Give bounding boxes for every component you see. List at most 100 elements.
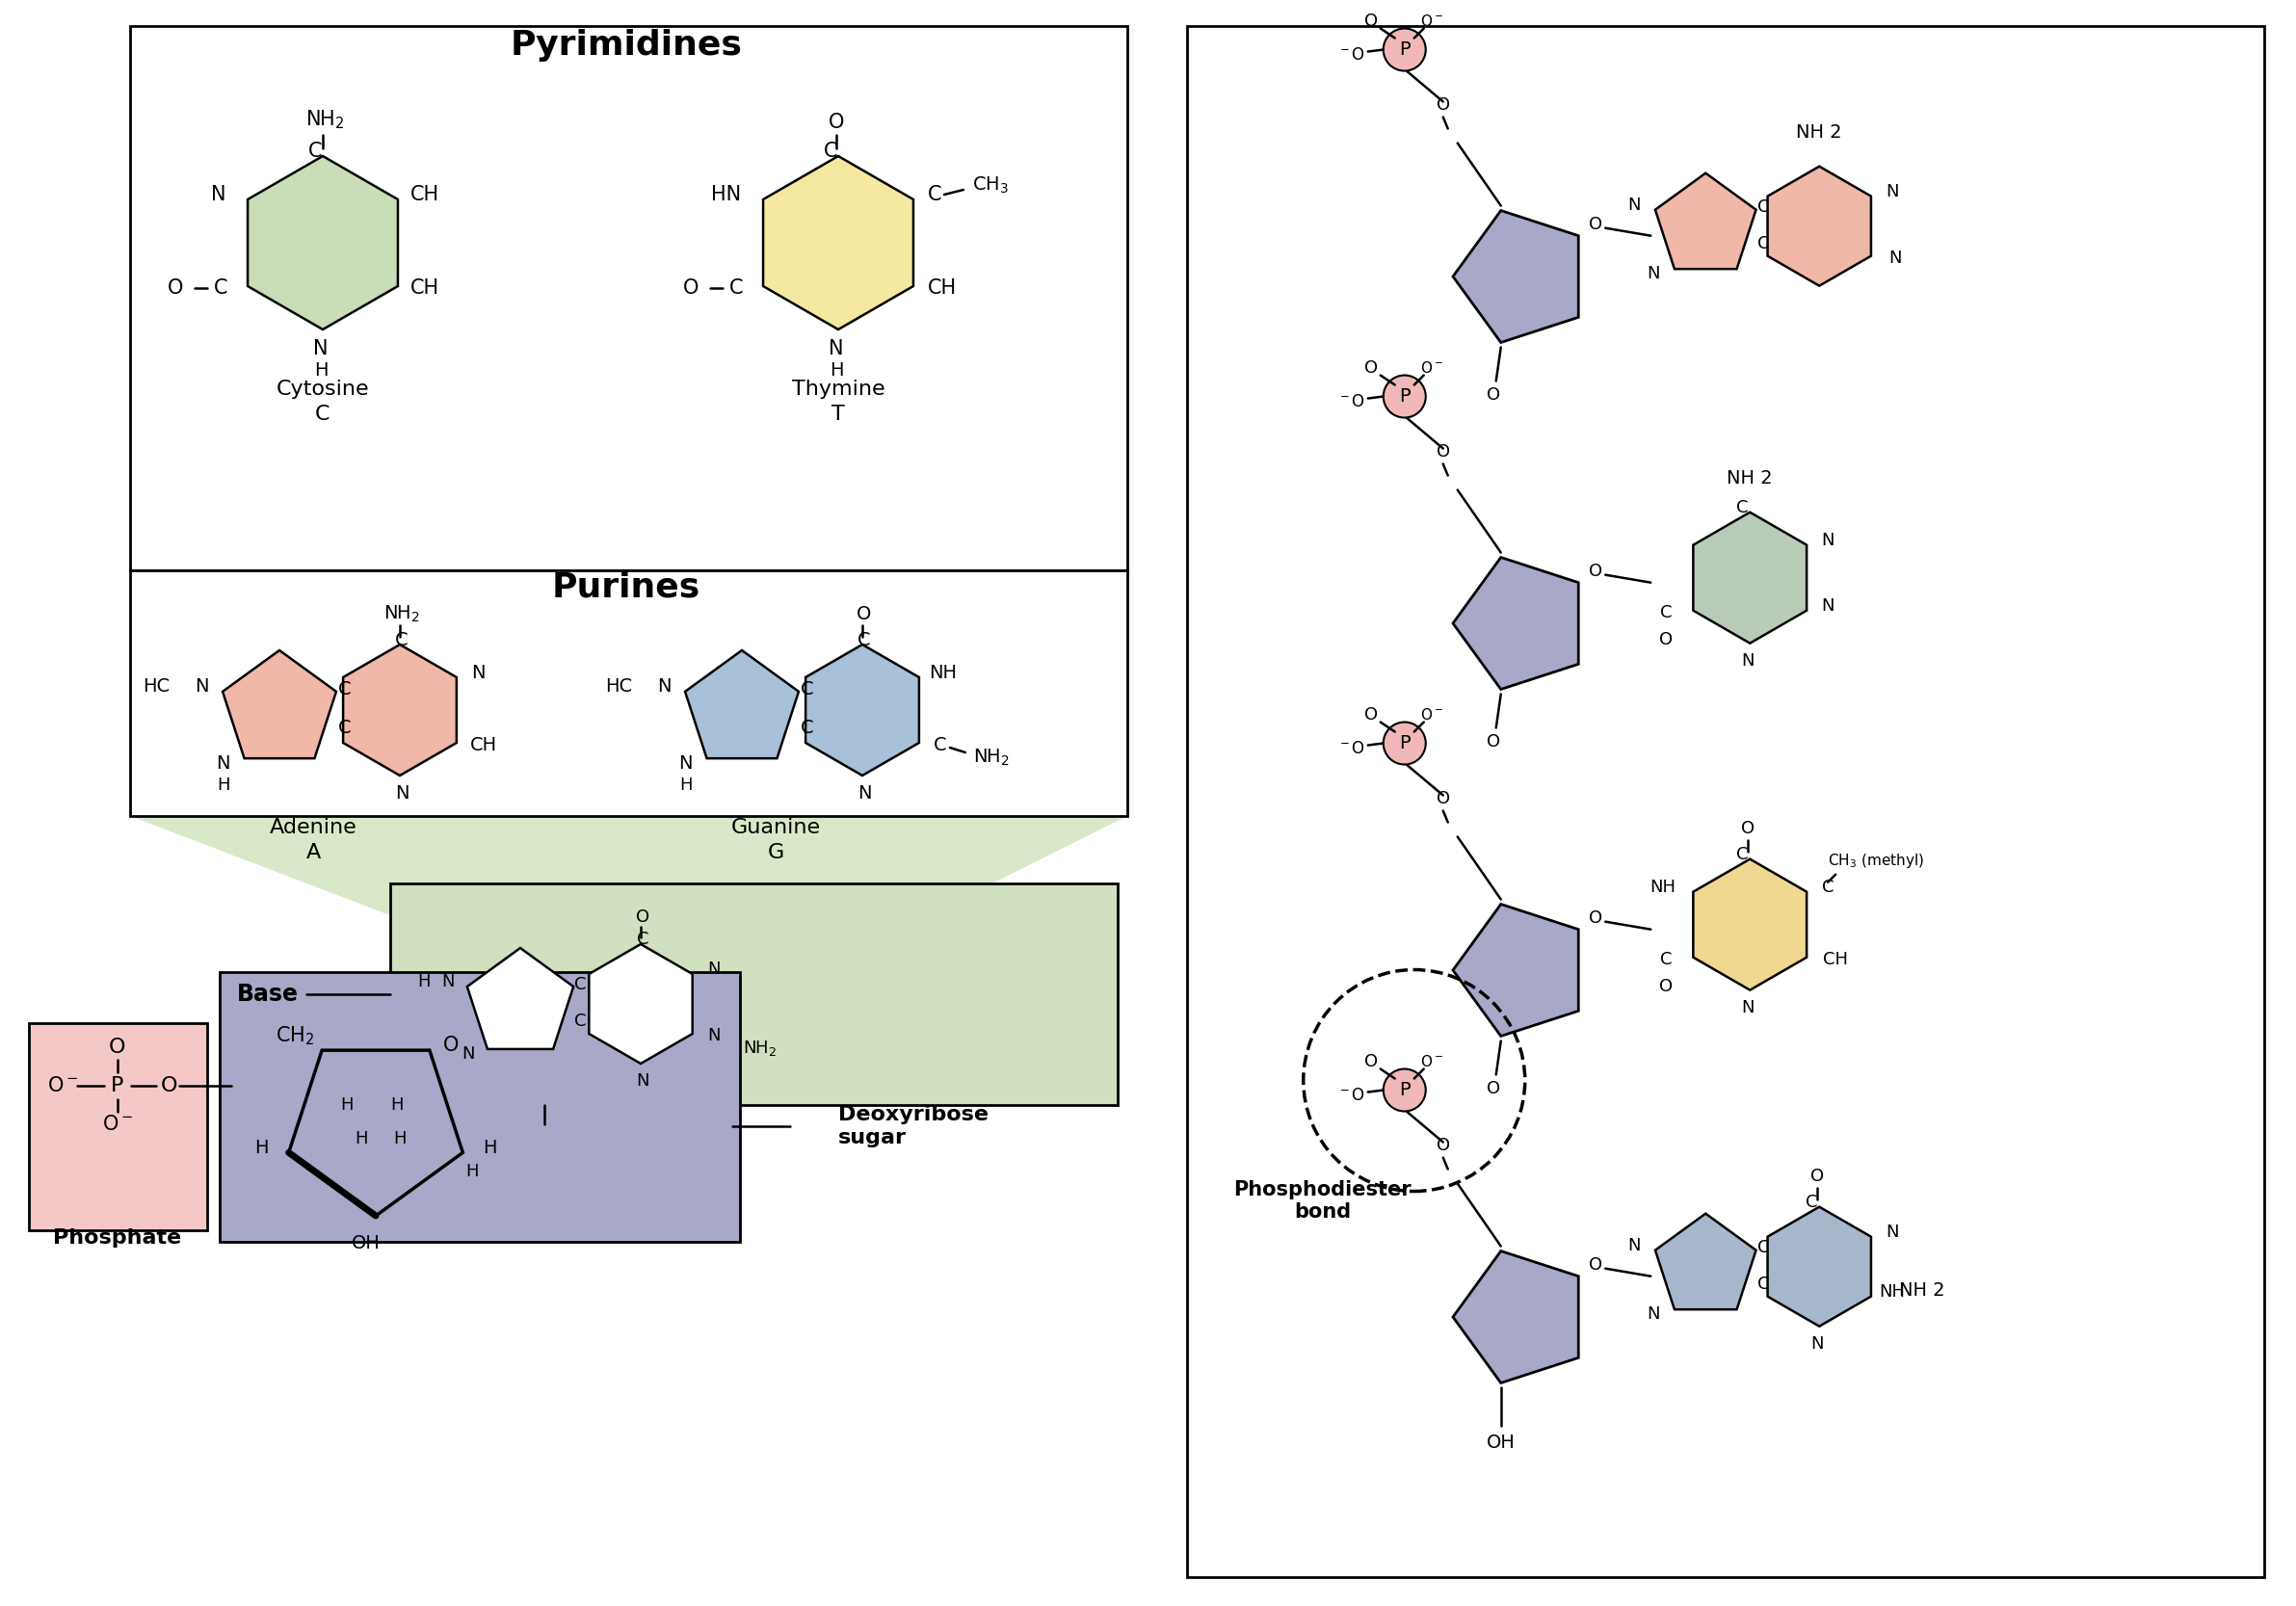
Circle shape	[1382, 29, 1426, 71]
Text: CH: CH	[471, 736, 498, 753]
Text: O: O	[1740, 819, 1754, 837]
Text: C: C	[395, 631, 409, 649]
Text: C: C	[801, 679, 815, 699]
Text: C: C	[308, 141, 321, 161]
Text: O: O	[1486, 734, 1499, 752]
Text: NH 2: NH 2	[1795, 124, 1841, 141]
Polygon shape	[1453, 904, 1577, 1036]
Text: H: H	[315, 361, 328, 379]
Text: $^-$O: $^-$O	[1339, 47, 1366, 63]
Polygon shape	[590, 944, 693, 1063]
Text: N: N	[461, 1046, 475, 1063]
Text: Pyrimidines: Pyrimidines	[510, 29, 742, 61]
Text: N: N	[707, 960, 721, 978]
Text: O: O	[1589, 215, 1603, 233]
Text: O$^-$: O$^-$	[1419, 1054, 1444, 1070]
FancyBboxPatch shape	[1187, 26, 2264, 1577]
Text: C: C	[214, 278, 227, 297]
Text: N: N	[636, 1073, 650, 1089]
Text: OH: OH	[1486, 1434, 1515, 1452]
Circle shape	[1382, 376, 1426, 418]
Text: H: H	[340, 1097, 354, 1113]
Text: NH$_2$: NH$_2$	[744, 1039, 776, 1058]
Text: C: C	[1756, 1238, 1770, 1256]
Text: C: C	[824, 141, 838, 161]
Text: O: O	[1589, 909, 1603, 927]
Polygon shape	[1655, 1214, 1756, 1309]
Text: NH$_2$: NH$_2$	[974, 747, 1010, 768]
Text: Base: Base	[236, 983, 298, 1005]
Text: CH: CH	[411, 278, 439, 297]
Text: O: O	[1437, 1137, 1449, 1153]
Text: CH$_2$: CH$_2$	[276, 1025, 315, 1047]
Text: C: C	[574, 1012, 585, 1029]
Text: H: H	[356, 1131, 367, 1147]
Polygon shape	[248, 156, 397, 329]
Text: O: O	[636, 909, 650, 925]
Text: O: O	[1589, 562, 1603, 580]
Text: NH: NH	[1649, 878, 1676, 896]
Text: A: A	[305, 843, 321, 862]
Text: NH: NH	[1878, 1283, 1906, 1301]
Text: Phosphate: Phosphate	[53, 1229, 181, 1248]
Text: C: C	[1736, 499, 1747, 516]
Polygon shape	[289, 1050, 464, 1216]
Text: C: C	[338, 718, 351, 737]
Text: P: P	[1398, 1081, 1410, 1099]
Text: O: O	[1812, 1168, 1825, 1185]
Text: O: O	[1364, 705, 1378, 723]
Text: P: P	[1398, 387, 1410, 406]
Text: H: H	[482, 1139, 496, 1156]
Text: OH: OH	[351, 1233, 381, 1253]
Text: N: N	[1885, 1224, 1899, 1240]
FancyBboxPatch shape	[131, 26, 1127, 570]
Polygon shape	[342, 644, 457, 776]
Text: NH 2: NH 2	[1899, 1282, 1945, 1299]
Text: Phosphodiester
bond: Phosphodiester bond	[1233, 1180, 1412, 1222]
Text: O: O	[1364, 358, 1378, 376]
Text: N: N	[195, 678, 209, 695]
Text: N: N	[829, 339, 843, 358]
Text: C: C	[636, 930, 650, 948]
Polygon shape	[762, 156, 914, 329]
Text: HC: HC	[142, 678, 170, 695]
Text: P: P	[110, 1076, 124, 1095]
Polygon shape	[684, 650, 799, 758]
Text: CH: CH	[1823, 951, 1848, 968]
Text: N: N	[1628, 196, 1642, 214]
Text: H: H	[255, 1139, 269, 1156]
Text: O: O	[1660, 631, 1674, 649]
Text: C: C	[1821, 878, 1835, 896]
Text: O: O	[1364, 13, 1378, 29]
Text: HC: HC	[604, 678, 631, 695]
Text: C: C	[934, 736, 946, 753]
Text: O: O	[1437, 443, 1449, 459]
Text: O$^-$: O$^-$	[1419, 13, 1444, 29]
Text: H: H	[393, 1131, 406, 1147]
Text: O: O	[1486, 387, 1499, 405]
Text: O: O	[443, 1036, 459, 1055]
Text: NH$_2$: NH$_2$	[305, 108, 344, 130]
Text: C: C	[928, 185, 941, 204]
Text: $^-$O: $^-$O	[1339, 739, 1366, 756]
Text: O: O	[1486, 1081, 1499, 1099]
Text: O: O	[682, 278, 698, 297]
Text: NH: NH	[930, 663, 957, 681]
Polygon shape	[1768, 1206, 1871, 1327]
FancyBboxPatch shape	[390, 883, 1118, 1105]
Text: O: O	[1660, 978, 1674, 994]
Polygon shape	[1692, 859, 1807, 989]
Text: Purines: Purines	[551, 570, 700, 604]
Text: HN: HN	[712, 185, 742, 204]
Text: $^-$O: $^-$O	[1339, 1086, 1366, 1103]
Text: C: C	[1756, 234, 1770, 252]
Text: N: N	[441, 973, 455, 991]
Text: Cytosine: Cytosine	[276, 379, 370, 398]
Text: O$^-$: O$^-$	[1419, 707, 1444, 723]
Text: H: H	[466, 1163, 480, 1180]
Text: O: O	[829, 112, 845, 132]
Polygon shape	[1453, 557, 1577, 689]
Text: C: C	[859, 631, 870, 649]
Text: C: C	[1805, 1193, 1818, 1211]
Text: O: O	[110, 1037, 126, 1057]
